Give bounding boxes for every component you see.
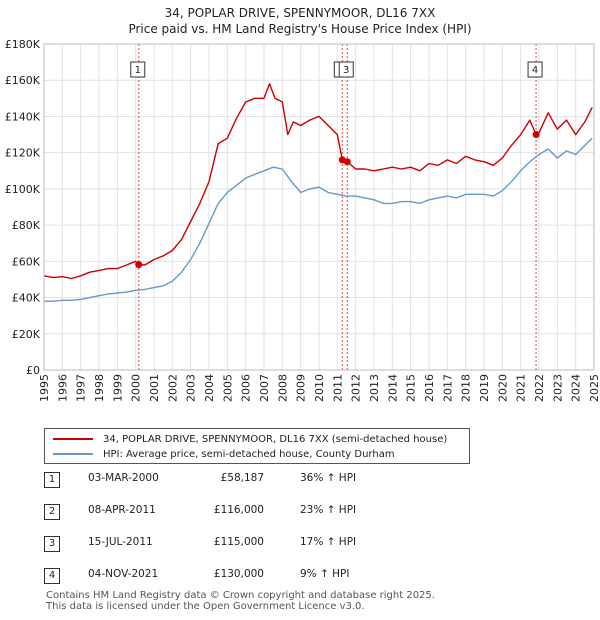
x-tick-label: 2014 <box>386 374 399 402</box>
legend-label-property: 34, POPLAR DRIVE, SPENNYMOOR, DL16 7XX (… <box>103 433 448 445</box>
x-tick-label: 1997 <box>75 374 88 402</box>
footer: Contains HM Land Registry data © Crown c… <box>46 590 435 612</box>
sale-number-badge: 4 <box>44 568 60 584</box>
x-tick-label: 2011 <box>331 374 344 402</box>
property-price-line <box>43 83 593 280</box>
y-tick-label: £180K <box>5 38 41 51</box>
legend-swatch-property <box>53 438 93 440</box>
x-tick-label: 2018 <box>460 374 473 402</box>
y-tick-label: £120K <box>5 147 41 160</box>
footer-copyright: Contains HM Land Registry data © Crown c… <box>46 590 435 601</box>
hpi-line <box>44 137 593 302</box>
sale-point <box>532 131 540 139</box>
sale-hpi-diff: 23% ↑ HPI <box>300 504 357 516</box>
x-tick-label: 2008 <box>276 374 289 402</box>
sale-hpi-diff: 17% ↑ HPI <box>300 536 357 548</box>
sale-number-badge: 3 <box>44 536 60 552</box>
price-chart: 1234 £0£20K£40K£60K£80K£100K£120K£140K£1… <box>5 38 600 402</box>
sale-row: 4 04-NOV-2021 £130,000 9% ↑ HPI <box>44 568 444 584</box>
y-tick-label: £80K <box>12 219 41 232</box>
sale-date: 03-MAR-2000 <box>88 472 159 484</box>
sale-number-badge: 2 <box>44 504 60 520</box>
x-tick-label: 2017 <box>441 374 454 402</box>
sale-hpi-diff: 9% ↑ HPI <box>300 568 350 580</box>
x-tick-label: 2024 <box>570 374 583 402</box>
x-tick-label: 2007 <box>258 374 271 402</box>
y-tick-label: £40K <box>12 292 41 305</box>
sale-point <box>135 261 143 269</box>
x-tick-label: 2025 <box>588 374 600 402</box>
x-tick-label: 2021 <box>515 374 528 402</box>
sale-number-badge: 1 <box>44 472 60 488</box>
sale-date: 08-APR-2011 <box>88 504 156 516</box>
x-tick-label: 2010 <box>313 374 326 402</box>
legend-item-property: 34, POPLAR DRIVE, SPENNYMOOR, DL16 7XX (… <box>53 432 447 446</box>
x-tick-label: 2001 <box>148 374 161 402</box>
sale-date: 04-NOV-2021 <box>88 568 159 580</box>
sale-row: 1 03-MAR-2000 £58,187 36% ↑ HPI <box>44 472 444 488</box>
x-tick-label: 2013 <box>368 374 381 402</box>
x-tick-label: 1998 <box>93 374 106 402</box>
plot-frame <box>43 43 595 371</box>
sale-price: £115,000 <box>213 536 264 548</box>
x-tick-label: 2002 <box>166 374 179 402</box>
x-tick-label: 2020 <box>496 374 509 402</box>
y-tick-label: £160K <box>5 74 41 87</box>
y-tick-label: £60K <box>12 255 41 268</box>
x-tick-label: 1996 <box>56 374 69 402</box>
y-tick-label: £0 <box>26 364 40 377</box>
legend-swatch-hpi <box>53 453 93 455</box>
sale-date: 15-JUL-2011 <box>88 536 153 548</box>
x-tick-label: 2012 <box>350 374 363 402</box>
legend-item-hpi: HPI: Average price, semi-detached house,… <box>53 447 395 461</box>
sale-price: £116,000 <box>213 504 264 516</box>
sale-label-number: 4 <box>532 65 538 76</box>
x-tick-label: 2015 <box>405 374 418 402</box>
x-tick-label: 2003 <box>185 374 198 402</box>
y-tick-label: £20K <box>12 328 41 341</box>
chart-title-line1: 34, POPLAR DRIVE, SPENNYMOOR, DL16 7XX <box>164 6 436 20</box>
x-tick-label: 2009 <box>295 374 308 402</box>
legend: 34, POPLAR DRIVE, SPENNYMOOR, DL16 7XX (… <box>44 428 470 464</box>
sale-label-box <box>130 61 146 78</box>
x-tick-label: 1999 <box>111 374 124 402</box>
sale-label-box <box>527 61 543 78</box>
sale-price: £130,000 <box>213 568 264 580</box>
footer-licence: This data is licensed under the Open Gov… <box>46 601 365 612</box>
x-tick-label: 2022 <box>533 374 546 402</box>
x-tick-label: 2006 <box>240 374 253 402</box>
x-tick-label: 2005 <box>221 374 234 402</box>
y-tick-label: £100K <box>5 183 41 196</box>
x-tick-label: 2019 <box>478 374 491 402</box>
sale-label-number: 3 <box>343 65 349 76</box>
sale-price: £58,187 <box>220 472 264 484</box>
sale-row: 2 08-APR-2011 £116,000 23% ↑ HPI <box>44 504 444 520</box>
sale-label-box <box>338 61 354 78</box>
x-tick-label: 1995 <box>38 374 51 402</box>
y-tick-label: £140K <box>5 110 41 123</box>
chart-title-line2: Price paid vs. HM Land Registry's House … <box>128 22 472 36</box>
x-tick-label: 2004 <box>203 374 216 402</box>
sale-hpi-diff: 36% ↑ HPI <box>300 472 357 484</box>
sale-row: 3 15-JUL-2011 £115,000 17% ↑ HPI <box>44 536 444 552</box>
x-tick-label: 2000 <box>130 374 143 402</box>
legend-label-hpi: HPI: Average price, semi-detached house,… <box>103 448 395 460</box>
x-tick-label: 2023 <box>551 374 564 402</box>
sale-point <box>343 158 351 166</box>
x-tick-label: 2016 <box>423 374 436 402</box>
sale-label-number: 1 <box>135 65 141 76</box>
